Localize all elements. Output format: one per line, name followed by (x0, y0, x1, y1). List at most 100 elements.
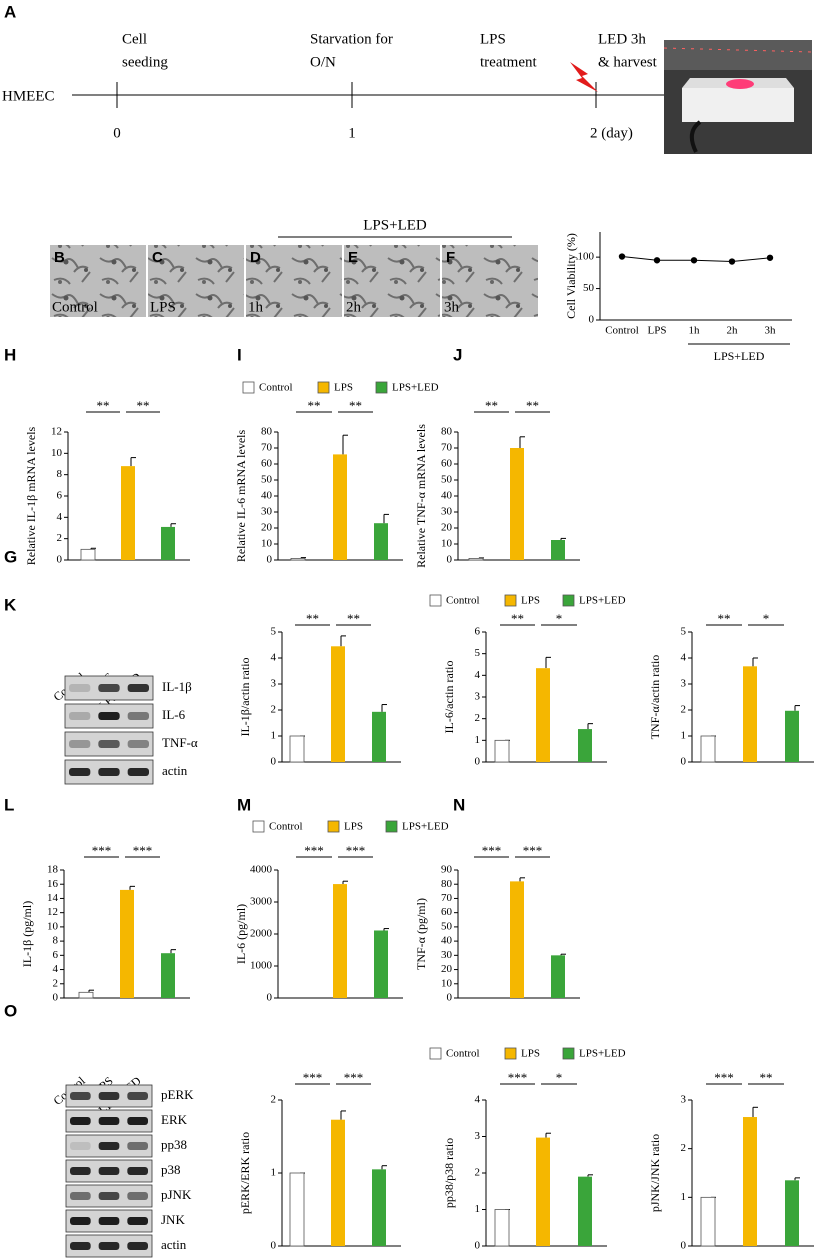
panel-label: M (237, 795, 251, 814)
y-tick-label: 2 (475, 1167, 481, 1179)
x-tick-label: Control (605, 325, 639, 337)
y-tick-label: 50 (441, 474, 453, 486)
blot-band (98, 1117, 120, 1125)
blot-band (98, 1092, 120, 1100)
panel-label: N (453, 795, 465, 814)
event-label: LPS (480, 31, 506, 47)
significance-label: ** (485, 398, 498, 413)
legend-label: LPS (521, 1048, 540, 1060)
bar (121, 466, 135, 560)
y-tick-label: 0 (57, 554, 63, 566)
y-tick-label: 2 (681, 704, 687, 716)
y-tick-label: 100 (578, 251, 595, 263)
legend-swatch (242, 381, 255, 394)
event-label: LED 3h (598, 31, 646, 47)
blot-band (127, 1092, 148, 1100)
legend-label: Control (446, 1048, 480, 1060)
blot-band (127, 1117, 148, 1125)
y-tick-label: 40 (441, 935, 453, 947)
blot-band (127, 1167, 148, 1175)
y-tick-label: 5 (475, 647, 481, 659)
y-tick-label: 50 (261, 474, 273, 486)
legend-swatch (252, 820, 265, 833)
blot-band (70, 1117, 91, 1125)
y-axis-label: IL-6 (pg/ml) (234, 904, 248, 964)
y-tick-label: 0 (475, 1240, 481, 1252)
legend-swatch (562, 1047, 575, 1060)
blot-band (98, 1192, 120, 1200)
significance-label: *** (714, 1070, 734, 1085)
micrograph (344, 245, 440, 317)
bar (289, 1172, 305, 1247)
significance-label: *** (344, 1070, 364, 1085)
panel-label: O (4, 1001, 17, 1020)
timeline-tick-label: 2 (day) (590, 125, 633, 141)
y-tick-label: 90 (441, 864, 453, 876)
y-tick-label: 6 (53, 949, 59, 961)
y-tick-label: 0 (681, 756, 687, 768)
y-tick-label: 10 (47, 920, 59, 932)
bar (578, 1176, 592, 1246)
y-tick-label: 16 (47, 878, 59, 890)
bar (331, 1119, 345, 1246)
legend-swatch (375, 381, 388, 394)
blot-band (70, 1192, 91, 1200)
blot-band (69, 684, 91, 692)
event-label: O/N (310, 54, 336, 70)
y-axis-label: Relative IL-1β mRNA levels (24, 426, 38, 565)
band-label: p38 (161, 1162, 181, 1177)
point (653, 257, 661, 264)
blot-band (69, 768, 91, 776)
y-tick-label: 3 (271, 678, 277, 690)
y-tick-label: 4 (475, 669, 481, 681)
micrograph-caption: 2h (346, 299, 362, 315)
bar (372, 1169, 386, 1246)
point (728, 258, 736, 265)
significance-label: * (556, 611, 563, 626)
legend-label: LPS+LED (579, 1048, 626, 1060)
x-tick-label: 2h (727, 325, 739, 337)
bar (536, 668, 550, 762)
significance-label: * (763, 611, 770, 626)
y-tick-label: 60 (441, 906, 453, 918)
y-tick-label: 2 (271, 1094, 277, 1106)
y-tick-label: 0 (475, 756, 481, 768)
x-tick-label: 3h (765, 325, 777, 337)
y-tick-label: 3 (681, 1094, 687, 1106)
bar (785, 1180, 799, 1246)
legend-label: LPS+LED (392, 382, 439, 394)
legend-label: LPS (521, 595, 540, 607)
legend-swatch (429, 1047, 442, 1060)
x-tick-label: 1h (689, 325, 701, 337)
bar (785, 710, 799, 762)
bar (743, 666, 757, 762)
timeline-tick-label: 1 (348, 125, 356, 141)
bar (536, 1137, 550, 1246)
panel-label: L (4, 795, 14, 814)
y-axis-label: pJNK/JNK ratio (648, 1134, 662, 1212)
bar (743, 1117, 757, 1246)
blot-band (69, 712, 91, 720)
lightning-icon (570, 62, 598, 92)
bar (78, 991, 94, 999)
legend-swatch (385, 820, 398, 833)
legend-label: LPS (344, 821, 363, 833)
y-tick-label: 2 (57, 532, 63, 544)
legend-swatch (562, 594, 575, 607)
significance-label: *** (346, 843, 366, 858)
y-axis-label: Relative TNF-α mRNA levels (414, 424, 428, 568)
y-tick-label: 3 (475, 1130, 481, 1142)
y-tick-label: 40 (261, 490, 273, 502)
y-axis-label: pERK/ERK ratio (238, 1132, 252, 1214)
y-axis-label: IL-6/actin ratio (442, 661, 456, 734)
micrograph-caption: LPS (150, 299, 176, 315)
bar (374, 930, 388, 998)
y-tick-label: 20 (441, 522, 453, 534)
bar (374, 523, 388, 560)
y-tick-label: 3 (475, 691, 481, 703)
significance-label: * (556, 1070, 563, 1085)
y-tick-label: 4 (57, 511, 63, 523)
panel-label: B (54, 249, 65, 266)
y-tick-label: 3000 (250, 896, 273, 908)
y-tick-label: 3 (681, 678, 687, 690)
